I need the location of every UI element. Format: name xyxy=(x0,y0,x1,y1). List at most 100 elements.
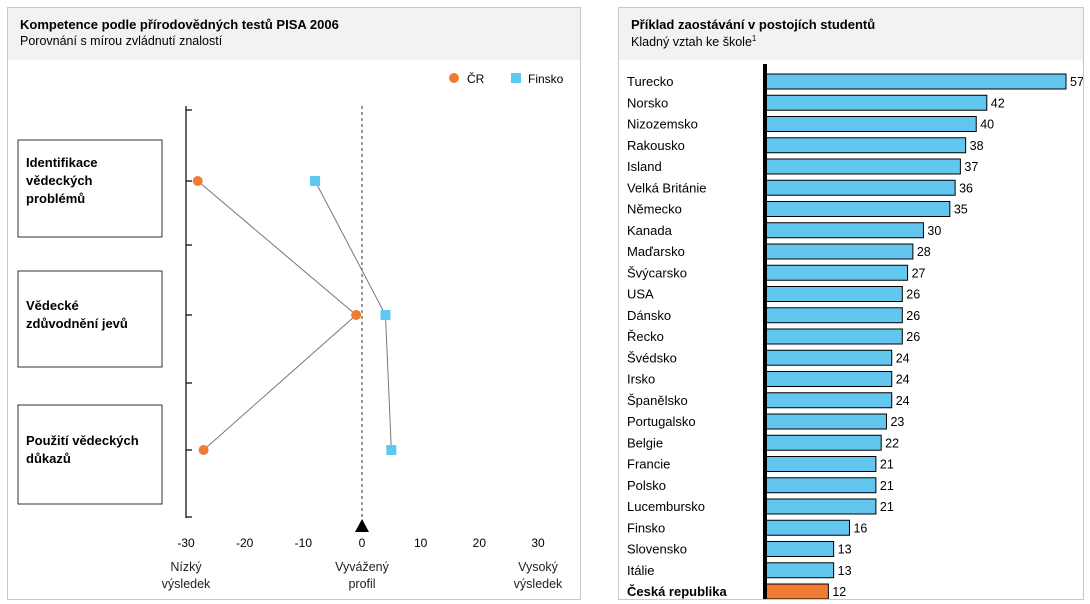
bar-category-label: Kanada xyxy=(627,223,673,238)
bar xyxy=(764,137,967,154)
bar-category-label: Slovensko xyxy=(627,542,687,557)
attitude-chart-title: Příklad zaostávání v postojích studentů xyxy=(631,17,876,32)
bar-category-label: Maďarsko xyxy=(627,244,685,259)
bar xyxy=(764,371,893,387)
legend-finland-label: Finsko xyxy=(528,72,564,86)
bar xyxy=(764,201,951,217)
category-label: problémů xyxy=(26,191,85,206)
x-tick-label: -20 xyxy=(236,536,254,550)
cr-point xyxy=(198,445,209,455)
category-box xyxy=(17,270,163,368)
bar xyxy=(764,434,882,451)
bar-category-label: Švédsko xyxy=(627,350,677,365)
attitude-chart-subtitle: Kladný vztah ke škole1 xyxy=(631,34,756,49)
bar xyxy=(764,179,956,196)
bar-value-label: 37 xyxy=(964,160,978,174)
bar-category-label: Velká Británie xyxy=(627,180,707,195)
bar xyxy=(764,392,893,409)
bar xyxy=(764,498,877,515)
bar-category-label: Portugalsko xyxy=(627,414,696,429)
bar-value-label: 26 xyxy=(906,288,920,302)
bar xyxy=(764,307,903,324)
bar-category-label: Itálie xyxy=(627,563,654,578)
cr-point xyxy=(192,176,203,186)
x-tick-label: -30 xyxy=(177,536,195,550)
bar-category-label: Řecko xyxy=(627,329,664,344)
x-tick-label: 20 xyxy=(473,536,487,550)
bar-value-label: 21 xyxy=(880,500,894,514)
category-label: důkazů xyxy=(26,451,71,466)
competence-chart-area: Identifikace vědeckých problémů Vědecké zdův… xyxy=(8,60,580,599)
bar-value-label: 26 xyxy=(906,309,920,323)
bar-value-label: 36 xyxy=(959,181,973,195)
bar-value-label: 24 xyxy=(896,373,910,387)
bar-value-label: 13 xyxy=(838,543,852,557)
bar-category-label: Česká republika xyxy=(627,584,727,599)
competence-chart-subtitle: Porovnání s mírou zvládnutí znalostí xyxy=(20,34,223,48)
bar-category-label: Irsko xyxy=(627,372,655,387)
category-label: vědeckých xyxy=(26,173,93,188)
legend-cr-label: ČR xyxy=(467,71,485,86)
bar-value-label: 13 xyxy=(838,564,852,578)
attitude-panel: Příklad zaostávání v postojích studentů … xyxy=(618,7,1084,600)
bar-category-label: Belgie xyxy=(627,435,663,450)
series-line xyxy=(197,180,357,451)
bar-category-label: Turecko xyxy=(627,74,673,89)
category-box xyxy=(17,139,163,238)
category-box xyxy=(17,404,163,505)
bar xyxy=(764,158,961,175)
bar-value-label: 12 xyxy=(832,585,846,599)
bar xyxy=(764,456,877,472)
x-axis-description: Nízký xyxy=(170,560,202,574)
category-label: Identifikace xyxy=(26,155,98,170)
attitude-bar-chart: Turecko 57 Norsko 42 Nizozemsko 40 Rakousko 38 I… xyxy=(627,64,1084,600)
x-tick-label: -10 xyxy=(295,536,313,550)
attitude-panel-header: Příklad zaostávání v postojích studentů … xyxy=(619,8,1083,61)
bar-category-label: Německo xyxy=(627,202,682,217)
bar xyxy=(764,94,988,111)
competence-chart: Identifikace vědeckých problémů Vědecké zdův… xyxy=(17,71,564,591)
bar-value-label: 23 xyxy=(890,415,904,429)
attitude-chart-area: Turecko 57 Norsko 42 Nizozemsko 40 Rakousko 38 I… xyxy=(619,60,1084,600)
x-axis-description: výsledek xyxy=(514,577,563,591)
bar xyxy=(764,73,1067,90)
x-tick-label: 30 xyxy=(531,536,545,550)
bar-value-label: 24 xyxy=(896,394,910,408)
legend-cr-marker xyxy=(449,73,459,83)
bar-value-label: 21 xyxy=(880,458,894,472)
bar xyxy=(764,286,903,302)
bar-value-label: 22 xyxy=(885,436,899,450)
bar xyxy=(764,541,835,557)
bar-value-label: 21 xyxy=(880,479,894,493)
bar xyxy=(764,328,903,345)
bar-value-label: 28 xyxy=(917,245,931,259)
bar-value-label: 24 xyxy=(896,351,910,365)
competence-panel: Kompetence podle přírodovědných testů PI… xyxy=(7,7,581,600)
competence-panel-header: Kompetence podle přírodovědných testů PI… xyxy=(8,8,580,61)
bar-category-label: Polsko xyxy=(627,478,666,493)
bar-category-label: Rakousko xyxy=(627,138,685,153)
finland-point xyxy=(386,445,397,455)
bar-value-label: 26 xyxy=(906,330,920,344)
legend-finland-marker xyxy=(511,73,521,83)
bar xyxy=(764,562,835,579)
bar-value-label: 16 xyxy=(853,521,867,535)
competence-chart-title: Kompetence podle přírodovědných testů PI… xyxy=(20,17,339,32)
bar xyxy=(764,264,909,281)
bar-category-label: Island xyxy=(627,159,662,174)
bar xyxy=(764,243,914,260)
bar-category-label: USA xyxy=(627,287,654,302)
category-label: zdůvodnění jevů xyxy=(26,316,128,331)
finland-point xyxy=(310,176,321,186)
attitude-subtitle-text: Kladný vztah ke škole xyxy=(631,35,752,50)
bar xyxy=(764,413,887,430)
finland-point xyxy=(380,310,391,320)
highlight-bar xyxy=(764,583,829,600)
bar xyxy=(764,477,877,494)
bar xyxy=(764,349,893,366)
bar xyxy=(764,116,977,132)
x-tick-label: 0 xyxy=(359,536,366,550)
x-axis-description: výsledek xyxy=(162,577,211,591)
bar-category-label: Norsko xyxy=(627,95,668,110)
bar-category-label: Francie xyxy=(627,457,670,472)
